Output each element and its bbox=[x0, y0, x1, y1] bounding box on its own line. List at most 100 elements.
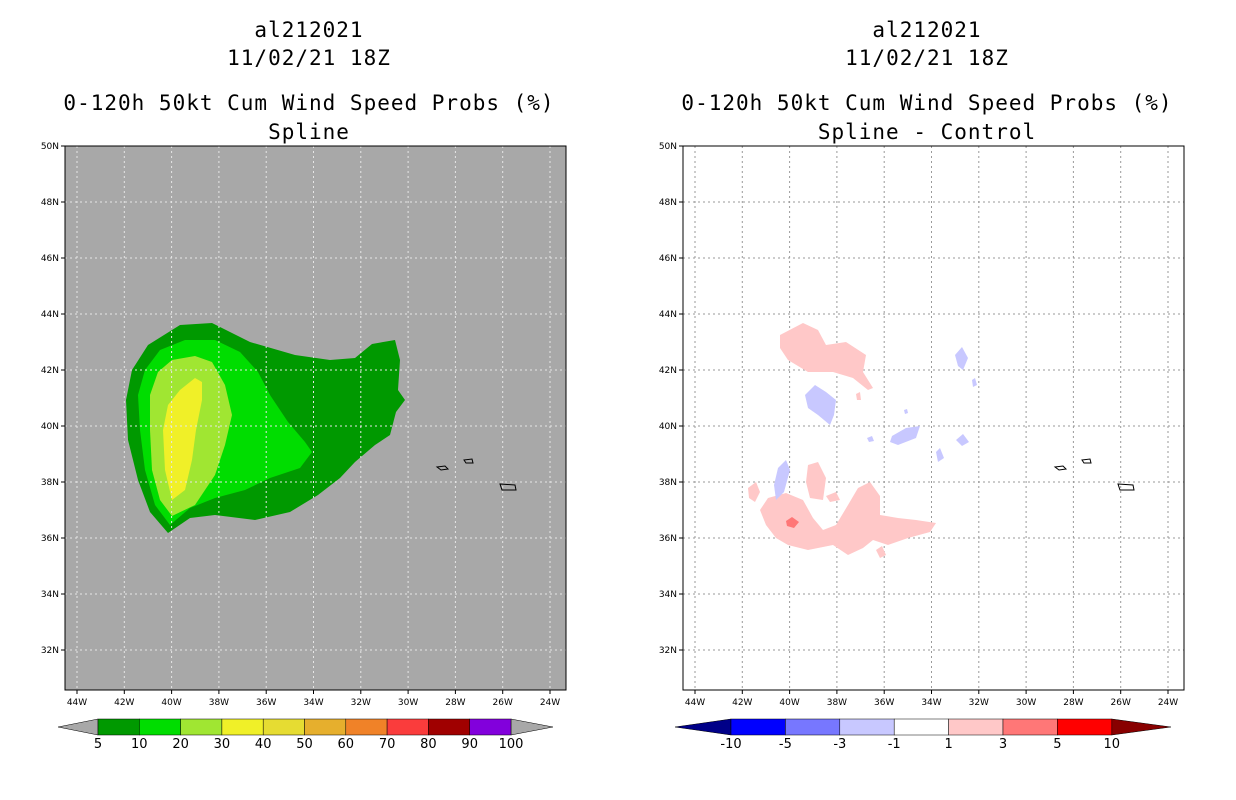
colorbar-label: 30 bbox=[214, 737, 231, 752]
map-frame bbox=[682, 145, 1185, 691]
axis-ticks: 44W 42W 40W 38W 36W 34W 32W 30W 28W 26W 24W 50N 48N 4… bbox=[659, 142, 1178, 708]
colorbar-label: -10 bbox=[720, 737, 741, 752]
lon-label: 26W bbox=[493, 698, 513, 708]
lat-label: 38N bbox=[41, 478, 59, 488]
product-title: 0-120h 50kt Cum Wind Speed Probs (%) bbox=[63, 91, 555, 115]
colorbar-swatch bbox=[785, 718, 841, 736]
grid-lines bbox=[683, 146, 1184, 690]
colorbar-label: 100 bbox=[499, 737, 524, 752]
colorbar-label: 60 bbox=[338, 737, 355, 752]
azores-islands bbox=[435, 458, 517, 491]
probability-panel: al212021 11/02/21 18Z 0-120h 50kt Cum Wi… bbox=[41, 18, 567, 752]
lon-label: 42W bbox=[114, 698, 134, 708]
colorbar-high-triangle bbox=[1111, 718, 1172, 736]
lat-label: 42N bbox=[41, 366, 59, 376]
strong-positive-difference bbox=[786, 517, 799, 528]
colorbar-label: 90 bbox=[461, 737, 478, 752]
colorbar-swatch bbox=[1002, 718, 1058, 736]
lon-label: 34W bbox=[921, 698, 941, 708]
lon-label: 30W bbox=[1016, 698, 1036, 708]
lon-label: 42W bbox=[732, 698, 752, 708]
difference-panel: al212021 11/02/21 18Z 0-120h 50kt Cum Wi… bbox=[618, 0, 1236, 800]
lon-label: 28W bbox=[1063, 698, 1083, 708]
date-title: 11/02/21 18Z bbox=[227, 46, 391, 70]
lat-label: 48N bbox=[659, 198, 677, 208]
map-background bbox=[683, 146, 1184, 690]
lon-label: 32W bbox=[351, 698, 371, 708]
colorbar-label: 80 bbox=[420, 737, 437, 752]
lat-label: 32N bbox=[659, 646, 677, 656]
colorbar-label: 20 bbox=[172, 737, 189, 752]
lat-label: 32N bbox=[41, 646, 59, 656]
lon-label: 26W bbox=[1111, 698, 1131, 708]
colorbar-swatch bbox=[386, 718, 429, 736]
lon-label: 36W bbox=[256, 698, 276, 708]
lon-label: 24W bbox=[540, 698, 560, 708]
map-frame bbox=[64, 145, 567, 691]
method-title: Spline - Control bbox=[817, 120, 1037, 144]
lon-label: 44W bbox=[67, 698, 87, 708]
lon-label: 30W bbox=[398, 698, 418, 708]
probability-map: 44W 42W 40W 38W 36W 34W 32W 30W 28W 26W 24W 50N 48N 4… bbox=[41, 142, 567, 752]
lat-label: 50N bbox=[659, 142, 677, 152]
prob-contour-30 bbox=[163, 378, 202, 500]
colorbar-swatch bbox=[730, 718, 786, 736]
lon-label: 24W bbox=[1158, 698, 1178, 708]
colorbar-label: 50 bbox=[296, 737, 313, 752]
method-title: Spline bbox=[268, 120, 350, 144]
lat-label: 44N bbox=[41, 310, 59, 320]
difference-map: 44W 42W 40W 38W 36W 34W 32W 30W 28W 26W 24W 50N 48N 4… bbox=[659, 142, 1185, 752]
lat-label: 36N bbox=[659, 534, 677, 544]
colorbar-label: 40 bbox=[255, 737, 272, 752]
lat-label: 46N bbox=[41, 254, 59, 264]
lat-label: 48N bbox=[41, 198, 59, 208]
colorbar-swatch bbox=[1057, 718, 1113, 736]
colorbar-swatch bbox=[180, 718, 223, 736]
colorbar-swatch bbox=[948, 718, 1004, 736]
colorbar-swatch bbox=[345, 718, 388, 736]
colorbar-swatch bbox=[469, 718, 512, 736]
probability-colorbar: 5 10 20 30 40 50 60 70 80 90 100 bbox=[57, 718, 554, 752]
negative-difference-areas bbox=[774, 347, 977, 500]
lat-label: 38N bbox=[659, 478, 677, 488]
lat-label: 44N bbox=[659, 310, 677, 320]
lat-label: 50N bbox=[41, 142, 59, 152]
lon-label: 36W bbox=[874, 698, 894, 708]
lon-label: 28W bbox=[445, 698, 465, 708]
colorbar-swatch bbox=[221, 718, 264, 736]
lat-label: 34N bbox=[659, 590, 677, 600]
colorbar-label: 5 bbox=[94, 737, 102, 752]
product-title: 0-120h 50kt Cum Wind Speed Probs (%) bbox=[681, 91, 1173, 115]
colorbar-swatch bbox=[139, 718, 181, 736]
lat-label: 46N bbox=[659, 254, 677, 264]
lon-label: 40W bbox=[779, 698, 799, 708]
difference-colorbar: -10 -5 -3 -1 1 3 5 10 bbox=[674, 718, 1172, 752]
storm-id-title: al212021 bbox=[872, 18, 982, 42]
colorbar-label: 5 bbox=[1053, 737, 1061, 752]
colorbar-label: 3 bbox=[999, 737, 1007, 752]
colorbar-swatch bbox=[97, 718, 140, 736]
lat-label: 42N bbox=[659, 366, 677, 376]
colorbar-swatch bbox=[893, 718, 949, 736]
colorbar-label: 10 bbox=[1104, 737, 1121, 752]
colorbar-label: -5 bbox=[779, 737, 792, 752]
colorbar-swatch bbox=[428, 718, 470, 736]
storm-id-title: al212021 bbox=[254, 18, 364, 42]
colorbar-label: -1 bbox=[888, 737, 901, 752]
grid-lines bbox=[65, 146, 566, 690]
colorbar-label: 10 bbox=[131, 737, 148, 752]
lat-label: 40N bbox=[659, 422, 677, 432]
colorbar-low-triangle bbox=[674, 718, 732, 736]
colorbar-label: 70 bbox=[379, 737, 396, 752]
lon-label: 32W bbox=[969, 698, 989, 708]
lat-label: 36N bbox=[41, 534, 59, 544]
positive-difference-areas bbox=[748, 323, 936, 558]
colorbar-swatch bbox=[839, 718, 895, 736]
colorbar-swatch bbox=[262, 718, 305, 736]
colorbar-swatch bbox=[304, 718, 347, 736]
colorbar-label: 1 bbox=[944, 737, 952, 752]
lon-label: 34W bbox=[303, 698, 323, 708]
lon-label: 40W bbox=[161, 698, 181, 708]
lon-label: 38W bbox=[827, 698, 847, 708]
colorbar-label: -3 bbox=[833, 737, 846, 752]
